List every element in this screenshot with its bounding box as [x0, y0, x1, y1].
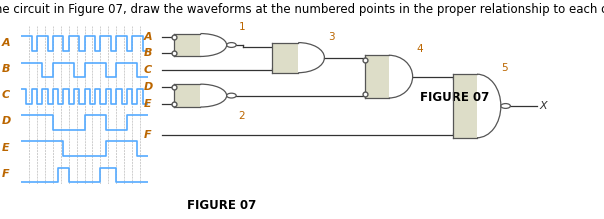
Text: F: F	[2, 169, 10, 179]
Text: For the circuit in Figure 07, draw the waveforms at the numbered points in the p: For the circuit in Figure 07, draw the w…	[0, 3, 604, 16]
Polygon shape	[453, 74, 477, 138]
Polygon shape	[365, 55, 389, 98]
Text: 4: 4	[416, 44, 423, 54]
Text: E: E	[144, 99, 152, 109]
Text: A: A	[2, 38, 10, 48]
Text: D: D	[1, 117, 10, 126]
Text: 5: 5	[501, 63, 508, 73]
Text: B: B	[144, 48, 152, 58]
Text: FIGURE 07: FIGURE 07	[420, 91, 489, 104]
Polygon shape	[174, 34, 201, 57]
Text: A: A	[144, 32, 152, 42]
Polygon shape	[272, 43, 298, 73]
Text: C: C	[144, 65, 152, 75]
Circle shape	[226, 93, 236, 98]
Text: 2: 2	[239, 111, 245, 121]
Text: FIGURE 07: FIGURE 07	[187, 200, 257, 212]
Text: C: C	[2, 90, 10, 100]
Circle shape	[226, 43, 236, 48]
Text: B: B	[2, 64, 10, 74]
Circle shape	[501, 104, 510, 108]
Polygon shape	[174, 84, 201, 107]
Text: E: E	[2, 143, 10, 153]
Text: X: X	[539, 101, 547, 111]
Text: D: D	[143, 82, 153, 92]
Text: F: F	[144, 130, 152, 140]
Text: 3: 3	[328, 32, 335, 42]
Text: 1: 1	[239, 22, 245, 32]
